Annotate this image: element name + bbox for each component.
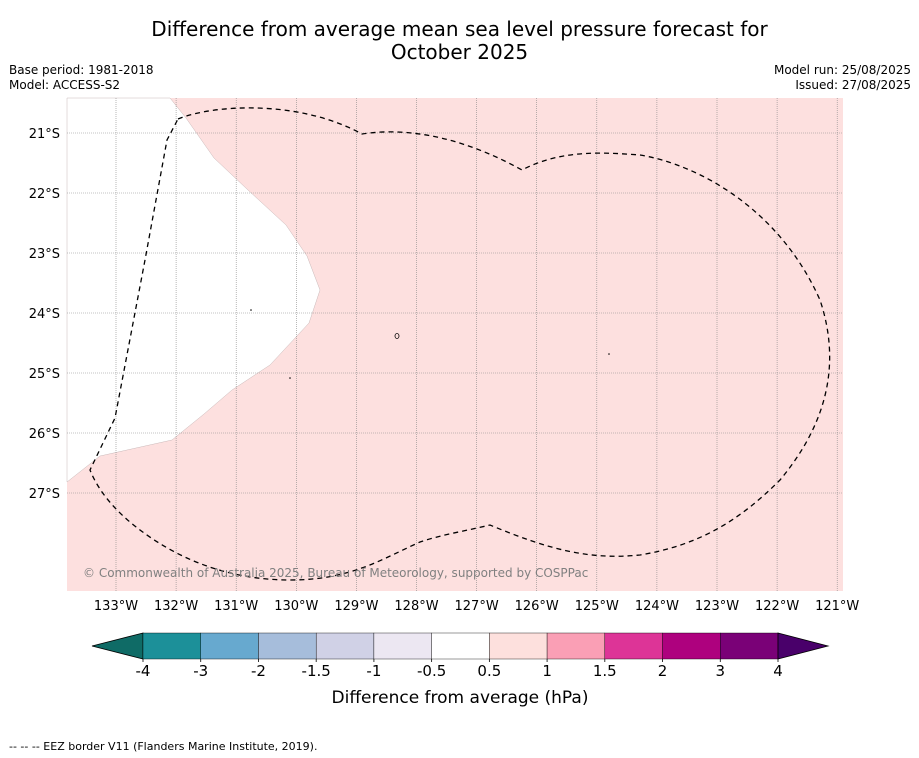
longitude-label: 129°W — [334, 599, 378, 614]
colorbar-segment — [142, 632, 201, 660]
latitude-label: 27°S — [29, 487, 60, 502]
longitude-label: 122°W — [755, 599, 799, 614]
colorbar-segment — [315, 632, 375, 660]
longitude-label: 125°W — [575, 599, 619, 614]
colorbar-tick-label: 1.5 — [593, 662, 617, 680]
copyright-text: © Commonwealth of Australia 2025, Bureau… — [83, 566, 588, 580]
colorbar-segment — [258, 632, 317, 660]
latitude-label: 26°S — [29, 427, 60, 442]
colorbar-tick-label: 1 — [542, 662, 552, 680]
chart-title: Difference from average mean sea level p… — [0, 18, 919, 64]
colorbar-tick-label: -1.5 — [302, 662, 331, 680]
meta-left: Base period: 1981-2018 Model: ACCESS-S2 — [9, 63, 154, 93]
longitude-label: 130°W — [274, 599, 318, 614]
longitude-label: 126°W — [515, 599, 559, 614]
colorbar-extend-low — [91, 632, 144, 660]
colorbar-segment — [373, 632, 432, 660]
longitude-label: 133°W — [94, 599, 138, 614]
island-marker — [608, 353, 610, 355]
colorbar-tick-label: -3 — [193, 662, 208, 680]
colorbar-segment — [720, 632, 779, 660]
graticule — [67, 98, 843, 591]
longitude-label: 132°W — [154, 599, 198, 614]
colorbar: -4 -3 -2 -1.5 -1 -0.5 0.5 1 1.5 2 3 4 — [91, 632, 830, 680]
longitude-label: 121°W — [815, 599, 859, 614]
model-text: Model: ACCESS-S2 — [9, 78, 121, 92]
map-panel: © Commonwealth of Australia 2025, Bureau… — [66, 97, 843, 591]
colorbar-tick-label: -2 — [251, 662, 266, 680]
longitude-label: 131°W — [214, 599, 258, 614]
colorbar-tick-label: 4 — [773, 662, 783, 680]
longitude-label: 127°W — [455, 599, 499, 614]
colorbar-segment — [431, 632, 490, 660]
model-run-text: Model run: 25/08/2025 — [773, 63, 911, 77]
longitude-label: 123°W — [695, 599, 739, 614]
latitude-label: 25°S — [29, 367, 60, 382]
title-line-1: Difference from average mean sea level p… — [151, 17, 768, 41]
base-period-text: Base period: 1981-2018 — [9, 63, 154, 77]
island-marker — [394, 333, 400, 339]
latitude-label: 21°S — [29, 127, 60, 142]
near-average-region — [66, 97, 321, 483]
colorbar-title: Difference from average (hPa) — [332, 688, 589, 708]
colorbar-segment — [662, 632, 721, 660]
title-line-2: October 2025 — [390, 40, 529, 64]
island-marker — [250, 309, 252, 311]
issued-text: Issued: 27/08/2025 — [795, 78, 911, 92]
colorbar-segment — [200, 632, 259, 660]
eez-legend-footnote: -- -- -- EEZ border V11 (Flanders Marine… — [9, 740, 318, 753]
latitude-label: 22°S — [29, 187, 60, 202]
colorbar-segment — [546, 632, 606, 660]
colorbar-tick-label: -4 — [136, 662, 151, 680]
colorbar-tick-label: 2 — [658, 662, 668, 680]
colorbar-tick-label: -1 — [366, 662, 381, 680]
colorbar-segment — [489, 632, 548, 660]
colorbar-tick-label: 0.5 — [477, 662, 501, 680]
longitude-label: 124°W — [635, 599, 679, 614]
colorbar-tick-label: -0.5 — [417, 662, 446, 680]
colorbar-tick-label: 3 — [715, 662, 725, 680]
island-marker — [289, 377, 291, 379]
latitude-label: 24°S — [29, 307, 60, 322]
meta-right: Model run: 25/08/2025 Issued: 27/08/2025 — [774, 63, 911, 93]
latitude-label: 23°S — [29, 247, 60, 262]
latitude-labels: 21°S 22°S 23°S 24°S 25°S 26°S 27°S — [29, 127, 60, 502]
longitude-label: 128°W — [394, 599, 438, 614]
colorbar-segment — [604, 632, 663, 660]
longitude-labels: 133°W 132°W 131°W 130°W 129°W 128°W 127°W 126°W… — [94, 599, 860, 614]
colorbar-extend-high — [777, 632, 830, 660]
